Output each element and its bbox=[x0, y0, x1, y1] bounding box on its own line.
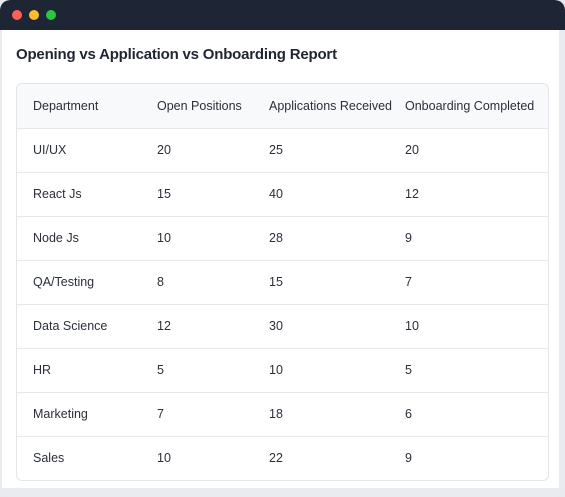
cell-onboarding-completed: 5 bbox=[405, 363, 412, 377]
table-row: React Js 15 40 12 bbox=[17, 172, 548, 216]
cell-open-positions: 10 bbox=[157, 231, 171, 245]
cell-applications-received: 25 bbox=[269, 143, 283, 157]
table-row: Sales 10 22 9 bbox=[17, 436, 548, 480]
cell-department: QA/Testing bbox=[33, 275, 95, 289]
cell-open-positions: 7 bbox=[157, 407, 164, 421]
cell-open-positions: 12 bbox=[157, 319, 171, 333]
cell-department: Sales bbox=[33, 451, 65, 466]
table-row: HR 5 10 5 bbox=[17, 348, 548, 392]
cell-applications-received: 22 bbox=[269, 451, 283, 466]
column-header-department: Department bbox=[33, 98, 99, 113]
cell-open-positions: 8 bbox=[157, 275, 164, 289]
cell-applications-received: 15 bbox=[269, 275, 283, 289]
cell-department: UI/UX bbox=[33, 143, 67, 157]
column-header-onboarding-completed: Onboarding Completed bbox=[405, 98, 535, 113]
table-row: Data Science 12 30 10 bbox=[17, 304, 548, 348]
report-panel: Opening vs Application vs Onboarding Rep… bbox=[2, 30, 559, 488]
cell-open-positions: 15 bbox=[157, 187, 171, 201]
cell-department: HR bbox=[33, 363, 52, 377]
report-table: Department Open Positions Applications R… bbox=[17, 84, 548, 480]
report-title: Opening vs Application vs Onboarding Rep… bbox=[16, 46, 337, 63]
cell-onboarding-completed: 20 bbox=[405, 143, 419, 157]
title-bar bbox=[0, 0, 565, 30]
cell-onboarding-completed: 7 bbox=[405, 275, 412, 289]
cell-applications-received: 30 bbox=[269, 319, 283, 333]
cell-department: Data Science bbox=[33, 319, 108, 333]
cell-applications-received: 28 bbox=[269, 231, 283, 245]
table-header-row: Department Open Positions Applications R… bbox=[17, 84, 548, 128]
cell-department: React Js bbox=[33, 187, 82, 201]
maximize-window-button[interactable] bbox=[46, 10, 56, 20]
cell-applications-received: 10 bbox=[269, 363, 283, 377]
cell-onboarding-completed: 9 bbox=[405, 451, 412, 466]
cell-open-positions: 20 bbox=[157, 143, 171, 157]
cell-onboarding-completed: 12 bbox=[405, 187, 419, 201]
cell-onboarding-completed: 6 bbox=[405, 407, 412, 421]
column-header-open-positions: Open Positions bbox=[157, 98, 242, 113]
cell-department: Marketing bbox=[33, 407, 88, 421]
cell-onboarding-completed: 10 bbox=[405, 319, 419, 333]
cell-open-positions: 5 bbox=[157, 363, 164, 377]
minimize-window-button[interactable] bbox=[29, 10, 39, 20]
cell-applications-received: 40 bbox=[269, 187, 283, 201]
close-window-button[interactable] bbox=[12, 10, 22, 20]
cell-open-positions: 10 bbox=[157, 451, 171, 466]
cell-onboarding-completed: 9 bbox=[405, 231, 412, 245]
table-row: UI/UX 20 25 20 bbox=[17, 128, 548, 172]
cell-applications-received: 18 bbox=[269, 407, 283, 421]
table-row: QA/Testing 8 15 7 bbox=[17, 260, 548, 304]
report-table-card: Department Open Positions Applications R… bbox=[16, 83, 549, 481]
column-header-applications-received: Applications Received bbox=[269, 98, 392, 113]
table-row: Node Js 10 28 9 bbox=[17, 216, 548, 260]
table-row: Marketing 7 18 6 bbox=[17, 392, 548, 436]
cell-department: Node Js bbox=[33, 231, 79, 245]
